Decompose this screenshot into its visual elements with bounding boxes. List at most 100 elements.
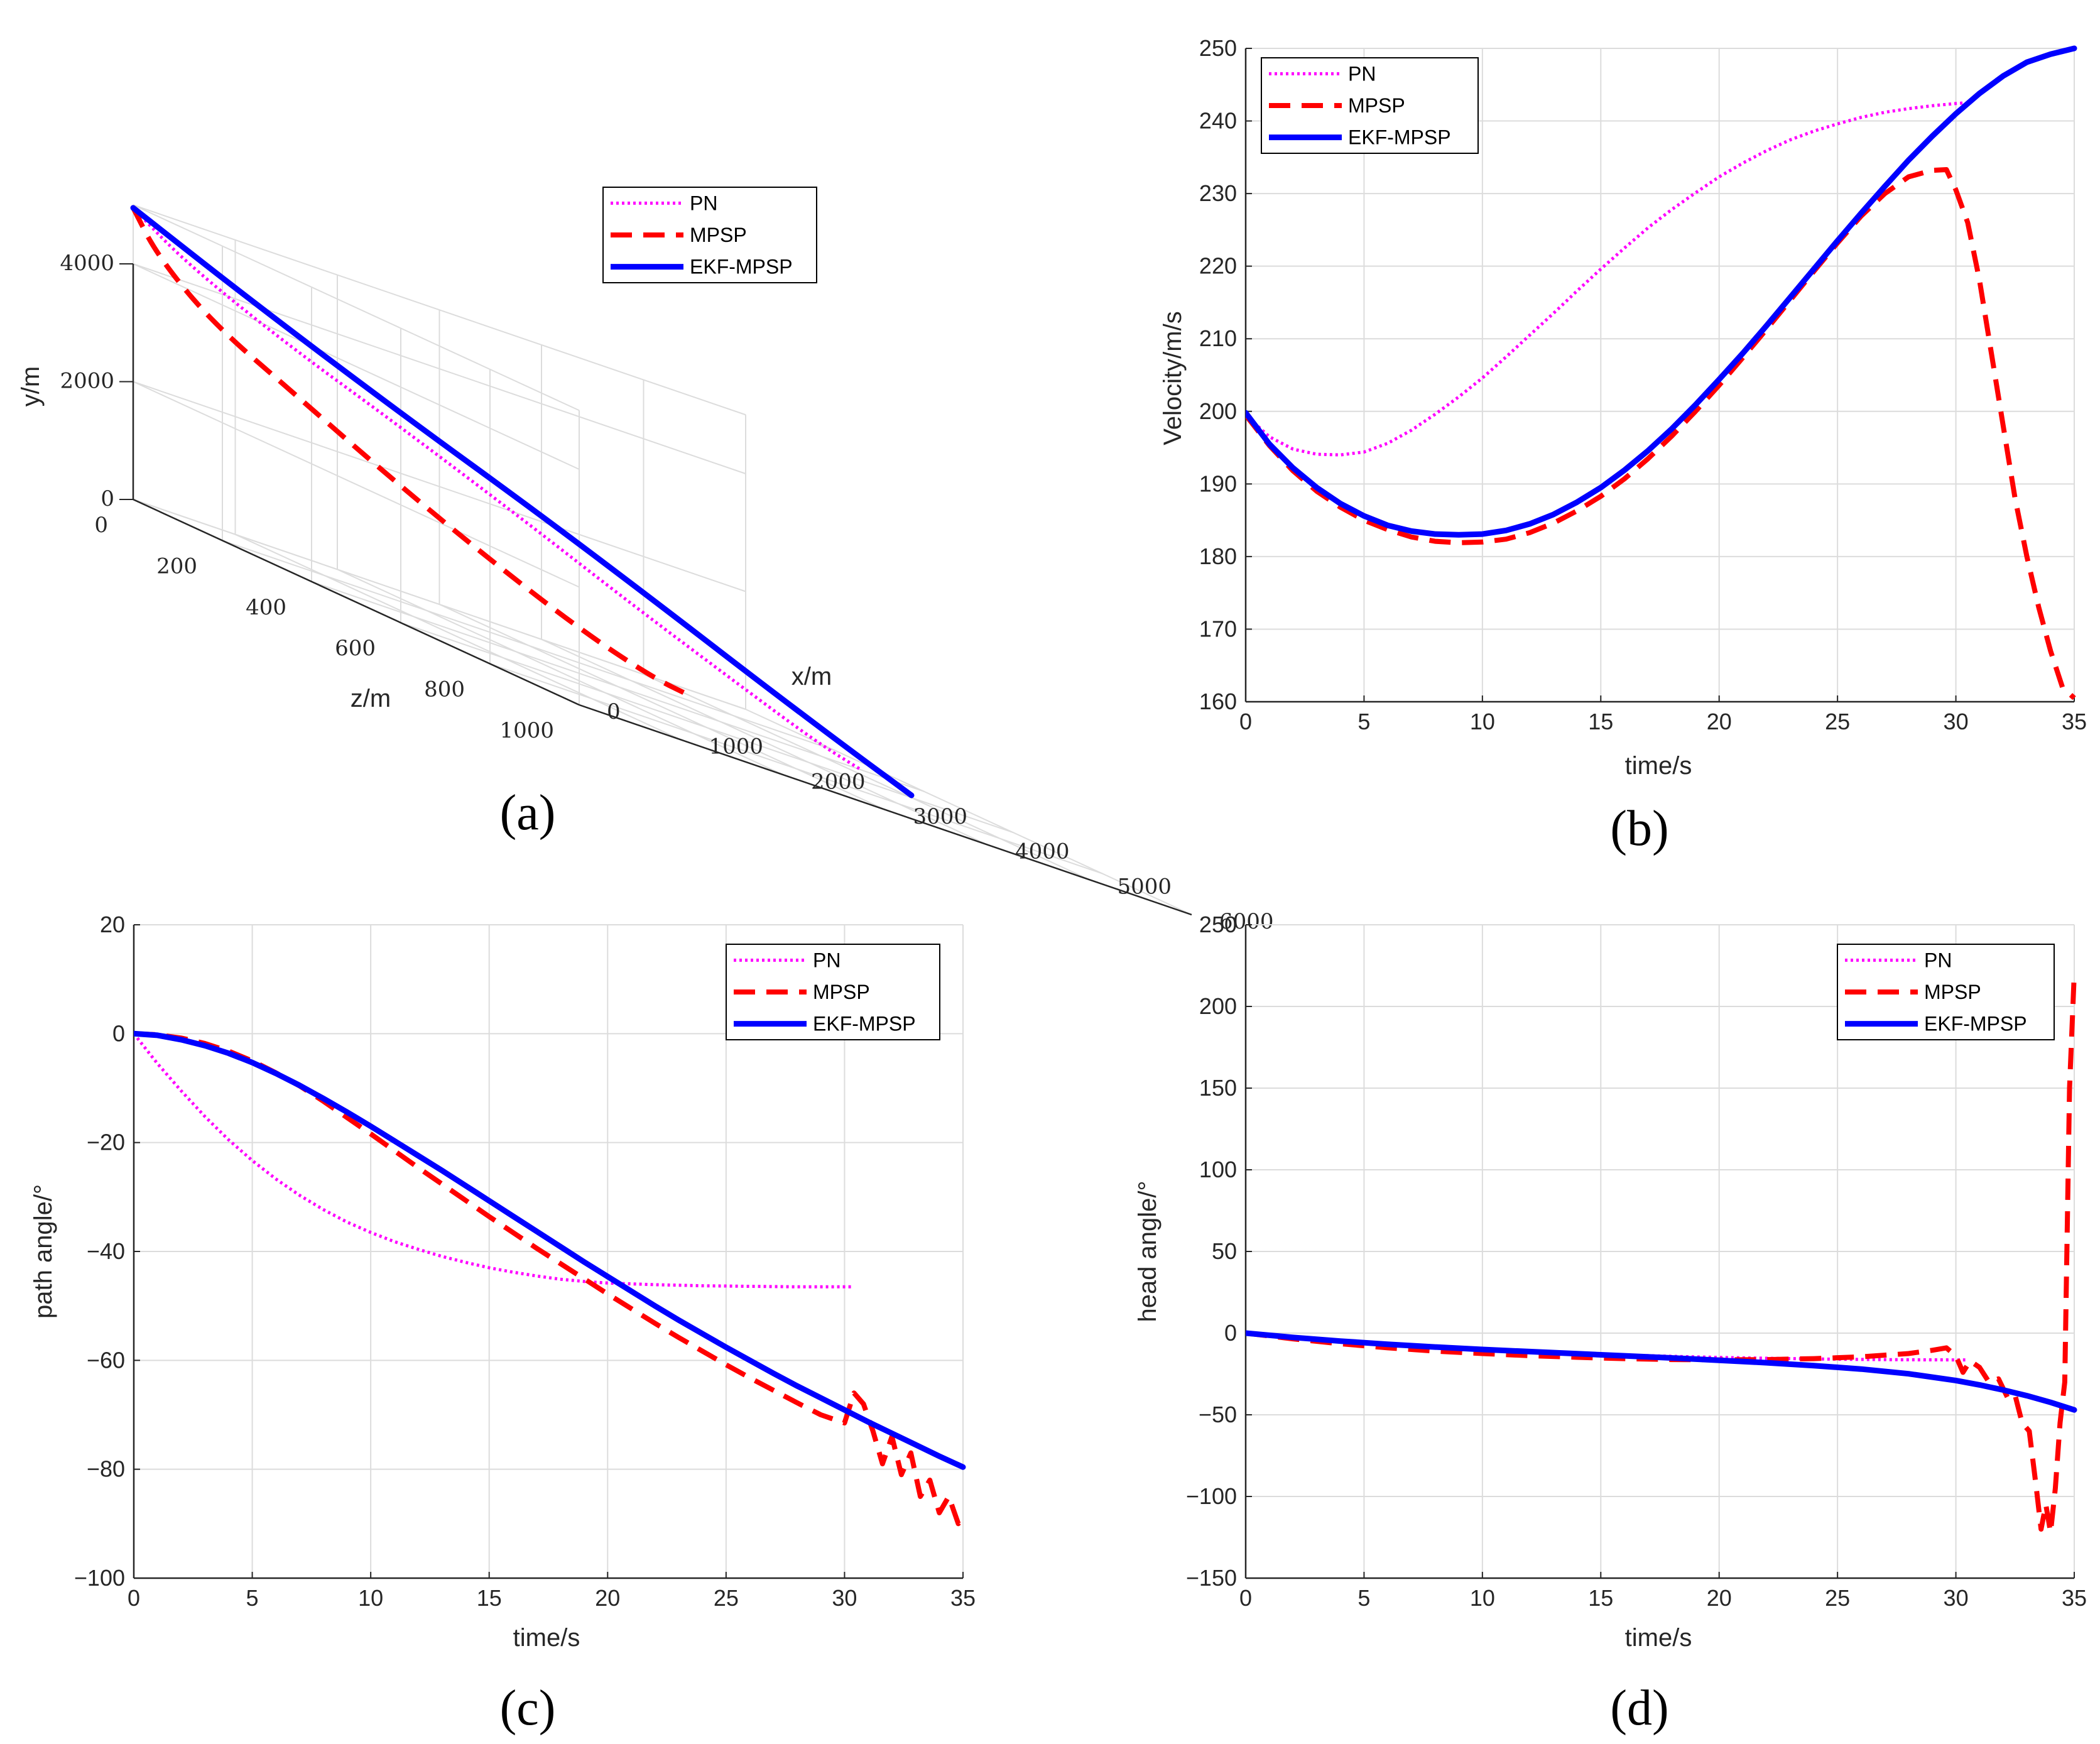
panel-a-z-tick-label: 200: [156, 553, 197, 579]
caption-d: (d): [1610, 1681, 1668, 1736]
panel-a-z-tick-label: 400: [246, 595, 286, 620]
panel-a-grid-floor-x: [541, 638, 988, 846]
panel-a-legend-label-mpsp: MPSP: [690, 224, 747, 246]
panel-c-plot: 0 5 10 15 20 25 30 35 −100 −80 −60 −40 −20 0 20 PN MPSP E…: [74, 912, 976, 1611]
caption-c: (c): [500, 1681, 556, 1736]
panel-a-xlabel: x/m: [792, 663, 832, 690]
panel-a-legend-label-pn: PN: [690, 192, 717, 214]
panel-a-lines: [130, 205, 915, 798]
panel-d-x-tick-label: 15: [1588, 1585, 1613, 1611]
panel-d-y-tick-label: −150: [1186, 1565, 1237, 1591]
panel-b-y-tick-label: 200: [1199, 398, 1237, 424]
panel-c-x-tick-label: 5: [246, 1585, 259, 1611]
panel-a-legend: PN MPSP EKF-MPSP: [602, 187, 817, 283]
panel-a-line-pn: [132, 207, 862, 771]
panel-a-x-tick-label: 5000: [1118, 874, 1172, 899]
panel-b-y-tick-label: 220: [1199, 253, 1237, 279]
panel-b-line-mpsp: [1246, 167, 2076, 700]
panel-b-ylabel: Velocity/m/s: [1159, 311, 1187, 445]
panel-a-z-tick-label: 600: [335, 636, 376, 661]
panel-b-y-tick-label: 160: [1199, 689, 1237, 714]
panel-b-legend-label-pn: PN: [1348, 62, 1376, 85]
panel-c-xlabel: time/s: [513, 1624, 580, 1652]
panel-a-y-tick-label: 4000: [60, 251, 114, 276]
caption-b: (b): [1610, 801, 1668, 856]
panel-d-y-tick-label: 0: [1224, 1320, 1237, 1346]
panel-a-z-axis: [133, 498, 580, 706]
panel-b-plot: 0 5 10 15 20 25 30 35 160 170 180 190 200 210 220 230 24…: [1199, 35, 2087, 734]
panel-a-zlabel: z/m: [351, 685, 391, 712]
panel-d-x-tick-label: 0: [1239, 1585, 1252, 1611]
panel-b-y-tick-label: 190: [1199, 471, 1237, 496]
panel-a-grid-xwall-h: [133, 263, 746, 474]
panel-b-line-pn: [1246, 101, 1966, 457]
panel-a-x-tick-label: 6000: [1219, 909, 1274, 934]
panel-b-x-tick-label: 25: [1825, 709, 1850, 734]
panel-c-legend-label-ekf-mpsp: EKF-MPSP: [813, 1013, 916, 1035]
panel-c-y-tick-label: 20: [100, 912, 125, 937]
panel-a-axes: [132, 264, 1192, 916]
panel-a-z-tick-label: 0: [94, 513, 108, 538]
panel-a-grid-xwall-h: [133, 381, 746, 592]
panel-c-y-tick-label: −40: [87, 1238, 125, 1264]
panel-d-series: [1246, 973, 2077, 1535]
panel-c-x-tick-label: 30: [832, 1585, 857, 1611]
panel-b-x-tick-label: 35: [2062, 709, 2087, 734]
panel-a-legend-label-ekf-mpsp: EKF-MPSP: [690, 256, 793, 278]
panel-d-plot: 0 5 10 15 20 25 30 35 −150 −100 −50 0 50 100 150 200 250…: [1186, 912, 2087, 1611]
panel-c-y-tick-label: −60: [87, 1347, 125, 1373]
panel-a-x-axis: [579, 704, 1192, 916]
panel-c-y-tick-label: −100: [74, 1565, 125, 1591]
panel-d-legend-label-mpsp: MPSP: [1924, 981, 1981, 1003]
panel-a-ticks: 0200040000200400600800100001000200030004…: [60, 251, 1273, 934]
panel-b-y-tick-label: 180: [1199, 543, 1237, 569]
panel-a-x-tick-label: 4000: [1015, 839, 1070, 864]
panel-a-3d-trajectory: 0200040000200400600800100001000200030004…: [17, 187, 1274, 934]
panel-b-x-tick-label: 10: [1470, 709, 1495, 734]
panel-b-x-tick-label: 15: [1588, 709, 1613, 734]
panel-a-grid-floor-x: [337, 569, 784, 776]
panel-a-grid-floor-z: [400, 622, 1014, 834]
caption-a: (a): [500, 785, 556, 841]
panel-a-grid-zwall-h: [133, 263, 580, 470]
panel-b-y-tick-label: 250: [1199, 35, 1237, 61]
panel-a-ylabel: y/m: [17, 366, 45, 406]
panel-b-series: [1246, 45, 2077, 700]
panel-d-y-tick-label: 150: [1199, 1075, 1237, 1101]
panel-b-y-tick-label: 210: [1199, 325, 1237, 351]
panel-a-z-tick-label: 1000: [499, 718, 554, 743]
panel-c-line-ekf-mpsp: [134, 1030, 966, 1470]
panel-c-series: [134, 1030, 966, 1527]
panel-c-x-tick-label: 20: [595, 1585, 620, 1611]
panel-a-line-mpsp: [131, 207, 695, 700]
panel-c-y-tick-label: −20: [87, 1130, 125, 1155]
panel-d-y-tick-label: −100: [1186, 1483, 1237, 1509]
panel-d-x-tick-label: 25: [1825, 1585, 1850, 1611]
panel-a-grid-zwall-h: [133, 381, 580, 588]
panel-c-y-tick-label: −80: [87, 1456, 125, 1482]
panel-b-x-tick-label: 20: [1707, 709, 1732, 734]
panel-b-x-tick-label: 30: [1944, 709, 1969, 734]
panel-c-line-mpsp: [134, 1031, 966, 1527]
panel-a-grid-floor-z: [311, 580, 925, 792]
panel-c-line-pn: [134, 1032, 854, 1289]
panel-b-line-ekf-mpsp: [1246, 45, 2077, 538]
panel-a-z-tick-label: 800: [424, 677, 465, 702]
panel-b-x-tick-label: 0: [1239, 709, 1252, 734]
panel-c-y-tick-label: 0: [112, 1020, 125, 1046]
panel-d-x-tick-label: 30: [1944, 1585, 1969, 1611]
panel-d-y-tick-label: −50: [1199, 1402, 1237, 1427]
panel-d-xlabel: time/s: [1625, 1624, 1692, 1652]
panel-d-ylabel: head angle/°: [1134, 1180, 1162, 1322]
panel-d-x-tick-label: 20: [1707, 1585, 1732, 1611]
panel-a-line-ekf-mpsp: [130, 205, 915, 798]
panel-a-x-tick-label: 1000: [709, 734, 764, 760]
panel-b-legend-label-mpsp: MPSP: [1348, 94, 1405, 117]
panel-a-grid-floor-x: [643, 673, 1090, 881]
panel-d-y-tick-label: 50: [1212, 1238, 1237, 1264]
panel-b-x-tick-label: 5: [1357, 709, 1370, 734]
panel-a-x-tick-label: 0: [607, 699, 621, 724]
panel-a-grid-floor-x: [439, 604, 886, 810]
panel-b-y-tick-label: 240: [1199, 108, 1237, 134]
